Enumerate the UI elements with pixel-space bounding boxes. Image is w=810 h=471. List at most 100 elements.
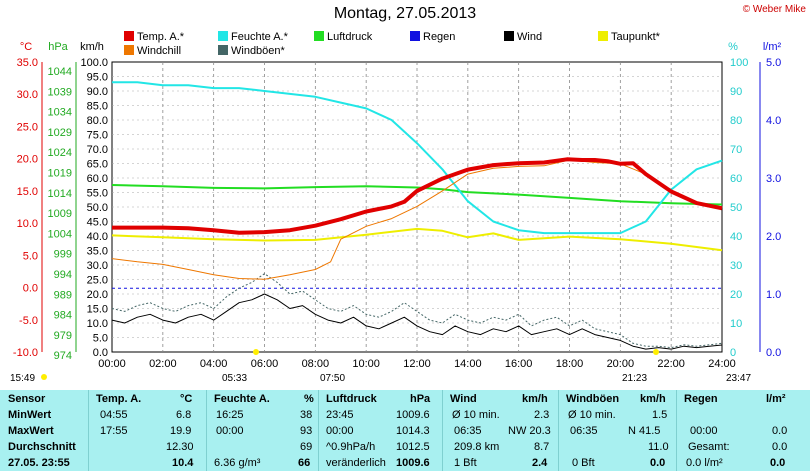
press-max-time: 00:00	[326, 425, 354, 437]
press-min-time: 23:45	[326, 409, 354, 421]
press-title: Luftdruck	[326, 393, 377, 405]
sun-icon	[253, 349, 259, 355]
wind-tick: 60.0	[87, 173, 108, 185]
time-tick: 14:00	[454, 358, 482, 370]
sun-event-label: 21:23	[622, 373, 647, 384]
temp-tick: 35.0	[17, 57, 38, 69]
temp-avg: 12.30	[166, 441, 194, 453]
wind-avg: 8.7	[534, 441, 550, 453]
hum-min-time: 16:25	[216, 409, 244, 421]
press-trend: ^0.9hPa/h	[326, 441, 376, 453]
series-line	[111, 273, 723, 349]
time-tick: 16:00	[505, 358, 533, 370]
time-tick: 20:00	[607, 358, 635, 370]
humidity-tick: 80	[730, 115, 742, 127]
temp-tick: 30.0	[17, 89, 38, 101]
legend-label: Windchill	[137, 45, 182, 57]
wind-tick: 80.0	[87, 115, 108, 127]
temp-max: 19.9	[170, 425, 192, 437]
temp-tick: 10.0	[17, 218, 38, 230]
temp-tick: 5.0	[23, 250, 38, 262]
humidity-tick: 70	[730, 144, 742, 156]
series-line	[111, 293, 723, 350]
humidity-tick: 60	[730, 173, 742, 185]
time-tick: 04:00	[200, 358, 228, 370]
pressure-tick: 979	[54, 330, 72, 342]
wind-tick: 100.0	[80, 57, 108, 69]
wind-max: NW 20.3	[508, 425, 551, 437]
series-line	[112, 81, 723, 235]
sun-event-label: 23:47	[726, 373, 751, 384]
humidity-tick: 30	[730, 260, 742, 272]
pressure-tick: 1014	[48, 188, 72, 200]
wind-max-time: 06:35	[454, 425, 482, 437]
gust-max: N 41.5	[628, 425, 661, 437]
rain-tick: 0.0	[766, 347, 781, 359]
pressure-tick: 999	[54, 249, 72, 261]
pressure-tick: 1024	[48, 147, 72, 159]
wind-title: Wind	[450, 393, 477, 405]
rain-max-time: 00:00	[690, 425, 718, 437]
wind-bft: 1 Bft	[454, 457, 477, 469]
time-tick: 10:00	[352, 358, 380, 370]
divider	[442, 390, 443, 471]
legend-label: Feuchte A.*	[231, 31, 288, 43]
wind-distance: 209.8 km	[454, 441, 500, 453]
rain-tick: 1.0	[766, 289, 781, 301]
rain-max: 0.0	[772, 425, 788, 437]
pressure-tick: 1004	[48, 228, 72, 240]
time-tick: 08:00	[302, 358, 330, 370]
wind-tick: 70.0	[87, 144, 108, 156]
rain-total: 0.0	[772, 441, 788, 453]
hum-max-time: 00:00	[216, 425, 244, 437]
gust-current: 0.0	[650, 457, 666, 469]
gust-title: Windböen	[566, 393, 620, 405]
weather-chart: °C hPa km/h 35.0 30.0 25.0 20.0 15.0 10.0 5.0 0.0 -…	[10, 41, 781, 384]
legend-label: Taupunkt*	[611, 31, 660, 43]
pressure-tick: 1044	[48, 66, 72, 78]
legend-item: Feuchte A.*	[218, 31, 288, 43]
divider	[206, 390, 207, 471]
rain-tick: 5.0	[766, 57, 781, 69]
legend-swatch	[598, 31, 608, 41]
hum-avg: 69	[300, 441, 313, 453]
hum-min: 38	[300, 409, 313, 421]
gust-min-label: Ø 10 min.	[568, 409, 616, 421]
press-min: 1009.6	[396, 409, 430, 421]
pressure-tick: 1029	[48, 127, 72, 139]
legend-item: Taupunkt*	[598, 31, 660, 43]
wind-current: 2.4	[532, 457, 548, 469]
time-tick: 22:00	[657, 358, 685, 370]
row-label: MaxWert	[8, 425, 54, 437]
humidity-tick: 50	[730, 202, 742, 214]
legend-swatch	[314, 31, 324, 41]
axis-unit: hPa	[48, 41, 68, 53]
time-tick: 02:00	[149, 358, 177, 370]
humidity-tick: 100	[730, 57, 748, 69]
sun-event-label: 15:49	[10, 373, 35, 384]
wind-tick: 50.0	[87, 202, 108, 214]
row-label: 27.05. 23:55	[8, 457, 70, 469]
legend-item: Regen	[410, 31, 455, 43]
stats-panel: Sensor MinWert MaxWert Durchschnitt 27.0…	[0, 390, 810, 471]
rain-tick: 4.0	[766, 115, 781, 127]
pressure-tick: 984	[54, 310, 72, 322]
gust-bft: 0 Bft	[572, 457, 595, 469]
temp-tick: 20.0	[17, 154, 38, 166]
axis-unit: °C	[20, 41, 32, 53]
press-state: veränderlich	[326, 457, 386, 469]
legend-item: Temp. A.*	[124, 31, 184, 43]
wind-tick: 90.0	[87, 86, 108, 98]
hum-absolute: 6.36 g/m³	[214, 457, 261, 469]
axis-unit: %	[728, 41, 738, 53]
rain-unit: l/m²	[766, 393, 786, 405]
rain-title: Regen	[684, 393, 718, 405]
divider	[88, 390, 89, 471]
wind-tick: 40.0	[87, 231, 108, 243]
axis-unit: km/h	[80, 41, 104, 53]
legend-item: Wind	[504, 31, 542, 43]
humidity-tick: 0	[730, 347, 736, 359]
temp-current: 10.4	[172, 457, 194, 469]
pressure-tick: 1019	[48, 168, 72, 180]
pressure-tick: 1009	[48, 208, 72, 220]
